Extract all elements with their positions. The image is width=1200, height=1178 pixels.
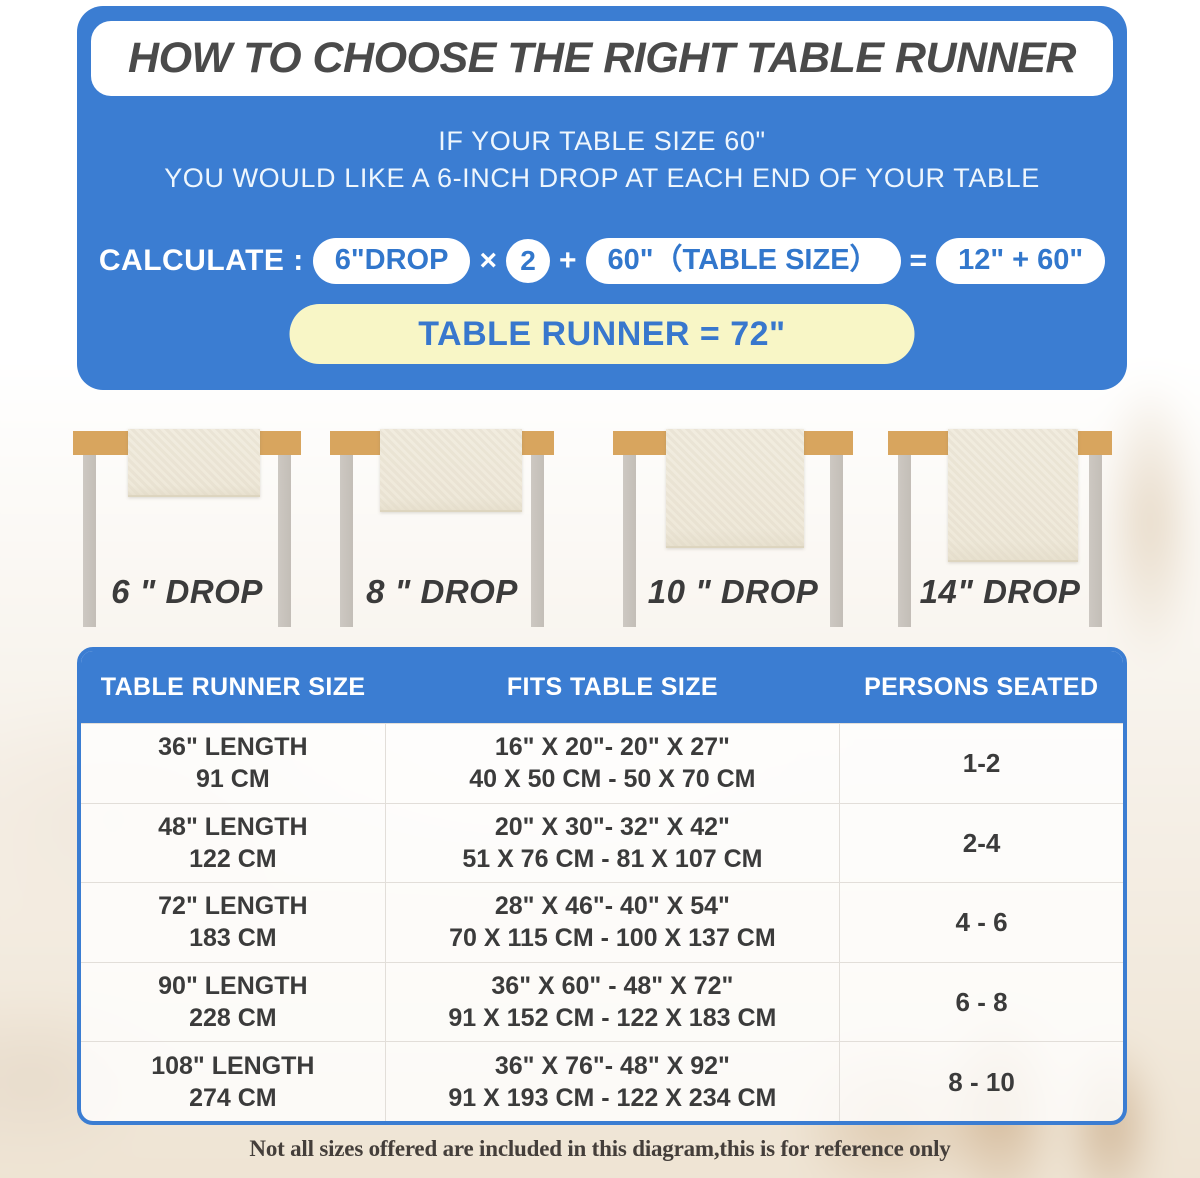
table-row: 90" LENGTH 228 CM 36" X 60" - 48" X 72" … bbox=[81, 961, 1123, 1042]
table-leg-right bbox=[1089, 455, 1102, 627]
table-row: 72" LENGTH 183 CM 28" X 46"- 40" X 54" 7… bbox=[81, 882, 1123, 962]
persons-cell: 2-4 bbox=[839, 803, 1123, 883]
persons-cell: 8 - 10 bbox=[839, 1042, 1123, 1121]
table-illustration-10in: 10 " DROP bbox=[613, 425, 853, 637]
table-runner-cloth bbox=[380, 429, 522, 512]
table-runner-cloth bbox=[948, 429, 1078, 562]
drop-value-pill: 6"DROP bbox=[312, 238, 471, 284]
column-header-runner-size: TABLE RUNNER SIZE bbox=[100, 672, 366, 701]
column-header-persons: PERSONS SEATED bbox=[864, 672, 1099, 701]
hero-panel: HOW TO CHOOSE THE RIGHT TABLE RUNNER IF … bbox=[77, 6, 1127, 390]
table-illustration-6in: 6 " DROP bbox=[73, 425, 301, 637]
times-operator: × bbox=[479, 243, 497, 277]
equals-operator: = bbox=[909, 243, 928, 277]
size-chart-header: TABLE RUNNER SIZE FITS TABLE SIZE PERSON… bbox=[81, 651, 1123, 723]
fits-size-cell: 28" X 46"- 40" X 54" 70 X 115 CM - 100 X… bbox=[384, 883, 839, 962]
table-illustration-8in: 8 " DROP bbox=[330, 425, 554, 637]
table-illustration-14in: 14" DROP bbox=[888, 425, 1112, 637]
reference-note: Not all sizes offered are included in th… bbox=[249, 1136, 951, 1161]
persons-cell: 4 - 6 bbox=[839, 883, 1123, 962]
runner-size-cell: 108" LENGTH 274 CM bbox=[151, 1051, 315, 1112]
runner-size-cell: 90" LENGTH 228 CM bbox=[158, 972, 308, 1033]
table-leg-left bbox=[623, 455, 636, 627]
fits-size-cell: 16" X 20"- 20" X 27" 40 X 50 CM - 50 X 7… bbox=[384, 724, 839, 803]
persons-cell: 1-2 bbox=[839, 724, 1123, 803]
drop-label: 8 " DROP bbox=[366, 573, 518, 610]
table-leg-left bbox=[83, 455, 96, 627]
calculate-label: CALCULATE : bbox=[98, 243, 304, 277]
subtitle-line-1: IF YOUR TABLE SIZE 60" bbox=[438, 126, 766, 156]
table-runner-cloth bbox=[666, 429, 804, 548]
runner-size-cell: 36" LENGTH 91 CM bbox=[158, 733, 308, 794]
fits-size-cell: 20" X 30"- 32" X 42" 51 X 76 CM - 81 X 1… bbox=[384, 803, 839, 883]
persons-cell: 6 - 8 bbox=[839, 962, 1123, 1042]
size-chart: TABLE RUNNER SIZE FITS TABLE SIZE PERSON… bbox=[77, 647, 1127, 1125]
table-row: 48" LENGTH 122 CM 20" X 30"- 32" X 42" 5… bbox=[81, 802, 1123, 883]
drop-examples: 6 " DROP 8 " DROP 10 " DROP 14" DROP bbox=[0, 425, 1200, 637]
calculation-row: CALCULATE : 6"DROP × 2 + 60"（TABLE SIZE）… bbox=[77, 238, 1127, 284]
table-row: 36" LENGTH 91 CM 16" X 20"- 20" X 27" 40… bbox=[81, 723, 1123, 803]
table-leg-left bbox=[340, 455, 353, 627]
table-leg-right bbox=[278, 455, 291, 627]
drop-label: 10 " DROP bbox=[647, 573, 819, 610]
result-pill: TABLE RUNNER = 72" bbox=[289, 304, 915, 364]
column-header-fits-table: FITS TABLE SIZE bbox=[506, 672, 718, 701]
plus-operator: + bbox=[558, 243, 577, 277]
table-leg-right bbox=[531, 455, 544, 627]
sum-pill: 12" + 60" bbox=[936, 238, 1106, 284]
subtitle-line-2: YOU WOULD LIKE A 6-INCH DROP AT EACH END… bbox=[164, 163, 1040, 193]
table-leg-right bbox=[830, 455, 843, 627]
table-runner-cloth bbox=[128, 429, 260, 497]
fits-size-cell: 36" X 60" - 48" X 72" 91 X 152 CM - 122 … bbox=[384, 962, 839, 1042]
drop-label: 14" DROP bbox=[919, 573, 1081, 610]
fits-size-cell: 36" X 76"- 48" X 92" 91 X 193 CM - 122 X… bbox=[384, 1042, 839, 1121]
table-leg-left bbox=[898, 455, 911, 627]
page-title: HOW TO CHOOSE THE RIGHT TABLE RUNNER bbox=[128, 34, 1076, 82]
result-text: TABLE RUNNER = 72" bbox=[418, 314, 786, 353]
runner-size-cell: 48" LENGTH 122 CM bbox=[158, 812, 308, 873]
table-row: 108" LENGTH 274 CM 36" X 76"- 48" X 92" … bbox=[81, 1041, 1123, 1121]
multiplier-badge: 2 bbox=[505, 238, 550, 283]
drop-label: 6 " DROP bbox=[111, 573, 263, 610]
runner-size-cell: 72" LENGTH 183 CM bbox=[158, 892, 308, 953]
title-banner: HOW TO CHOOSE THE RIGHT TABLE RUNNER bbox=[91, 21, 1113, 96]
table-size-pill: 60"（TABLE SIZE） bbox=[585, 238, 901, 284]
